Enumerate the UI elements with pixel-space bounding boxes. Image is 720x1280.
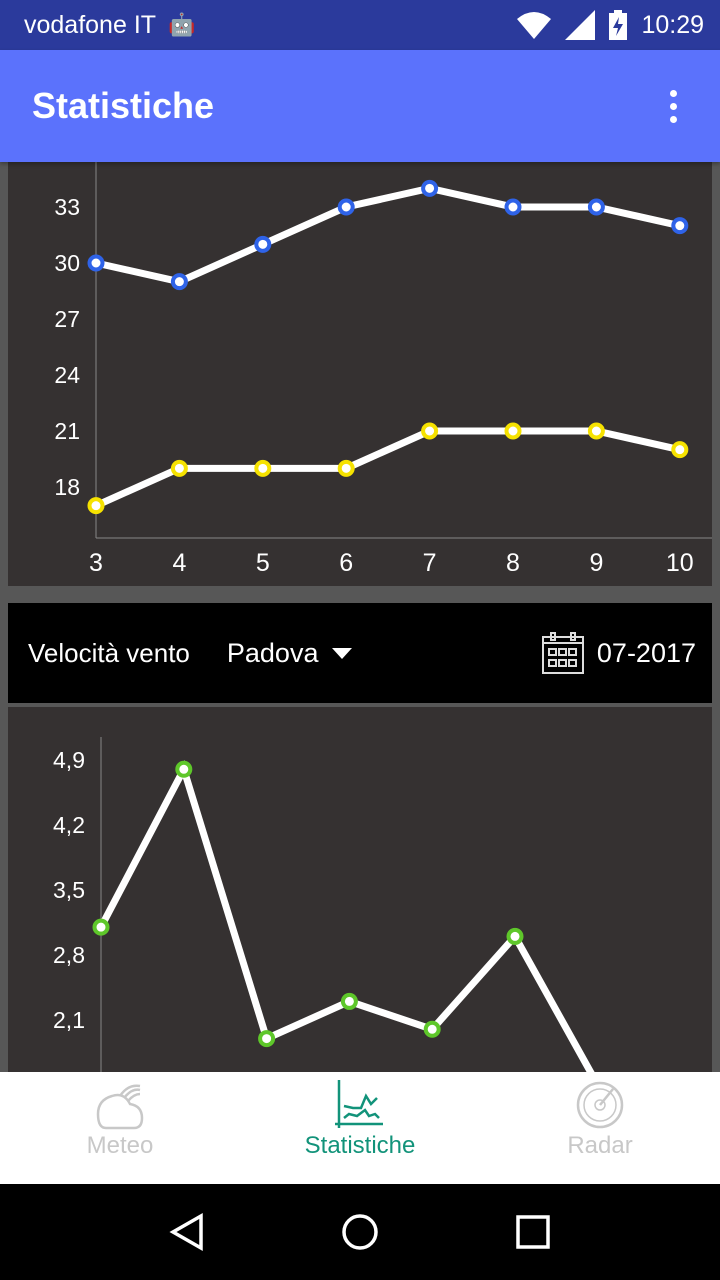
temperature-chart: 18 21 24 27 30 33 3 4 5 6 7 8 9 10 [8, 162, 712, 586]
y-tick-label: 30 [54, 250, 80, 276]
carrier: vodafone IT [24, 10, 157, 39]
data-point [337, 198, 355, 216]
data-point [170, 273, 188, 291]
back-icon[interactable] [167, 1212, 207, 1252]
y-tick-label: 4,9 [53, 747, 85, 773]
x-tick-label: 6 [339, 549, 353, 577]
y-tick-label: 18 [54, 474, 80, 500]
x-tick-label: 9 [589, 549, 603, 577]
x-tick-label: 3 [89, 549, 103, 577]
date-value: 07-2017 [596, 637, 696, 668]
weather-icon [96, 1084, 144, 1130]
metric-label: Velocità vento [28, 637, 190, 668]
series-line [95, 184, 681, 286]
x-tick-label: 7 [423, 549, 437, 577]
status-bar: vodafone IT 🤖 10:29 [0, 0, 720, 50]
clock: 10:29 [641, 10, 704, 39]
tab-label: Radar [567, 1132, 633, 1159]
data-point [258, 1030, 276, 1048]
series-line [97, 760, 601, 1087]
radar-icon [576, 1081, 624, 1129]
y-tick-label: 2,1 [53, 1007, 85, 1033]
data-point [254, 235, 272, 253]
data-point [504, 198, 522, 216]
home-icon[interactable] [340, 1212, 380, 1252]
x-tick-label: 10 [666, 549, 694, 577]
data-point [504, 422, 522, 440]
data-point [92, 918, 110, 936]
data-point [175, 760, 193, 778]
data-point [421, 422, 439, 440]
system-nav-bar [0, 1184, 720, 1280]
tab-meteo[interactable]: Meteo [0, 1072, 240, 1184]
signal-icon [565, 10, 596, 40]
tab-label: Statistiche [304, 1132, 416, 1159]
y-tick-label: 4,2 [53, 812, 85, 838]
data-point [421, 179, 439, 197]
calendar-icon [541, 632, 584, 674]
data-point [671, 441, 689, 459]
battery-icon [609, 10, 628, 40]
y-tick-label: 24 [54, 362, 80, 388]
data-point [87, 497, 105, 515]
data-point [506, 927, 524, 945]
chart-icon [335, 1080, 383, 1128]
more-vert-icon[interactable] [658, 89, 688, 123]
tab-label: Meteo [86, 1132, 154, 1159]
x-tick-label: 8 [506, 549, 520, 577]
x-tick-label: 4 [172, 549, 186, 577]
data-point [340, 992, 358, 1010]
series-line [94, 427, 681, 509]
tab-radar[interactable]: Radar [480, 1072, 720, 1184]
page-title: Statistiche [32, 85, 215, 126]
data-point [423, 1020, 441, 1038]
data-point [587, 198, 605, 216]
x-tick-label: 5 [256, 549, 270, 577]
data-point [587, 422, 605, 440]
city-dropdown[interactable]: Padova [227, 638, 353, 669]
recents-icon[interactable] [513, 1212, 553, 1252]
data-point [671, 217, 689, 235]
y-tick-label: 21 [54, 418, 80, 444]
wind-speed-chart-svg: 4,9 4,2 3,5 2,8 2,1 [53, 737, 607, 1207]
data-point [170, 459, 188, 477]
y-tick-label: 33 [54, 194, 80, 220]
wifi-icon [517, 12, 552, 39]
y-tick-label: 27 [54, 306, 80, 332]
date-picker[interactable]: 07-2017 [541, 631, 696, 675]
y-tick-label: 3,5 [53, 877, 85, 903]
tab-statistiche[interactable]: Statistiche [240, 1072, 480, 1184]
data-point [337, 459, 355, 477]
data-point [87, 254, 105, 272]
bottom-nav: Meteo Statistiche Radar [0, 1072, 720, 1184]
dropdown-arrow-icon [332, 647, 353, 659]
y-tick-label: 2,8 [53, 942, 85, 968]
android-icon: 🤖 [168, 12, 196, 37]
city-value: Padova [226, 637, 319, 668]
data-point [254, 459, 272, 477]
chart-controls: Velocità vento Padova 07-2017 [8, 603, 712, 703]
app-bar: Statistiche [0, 50, 720, 162]
